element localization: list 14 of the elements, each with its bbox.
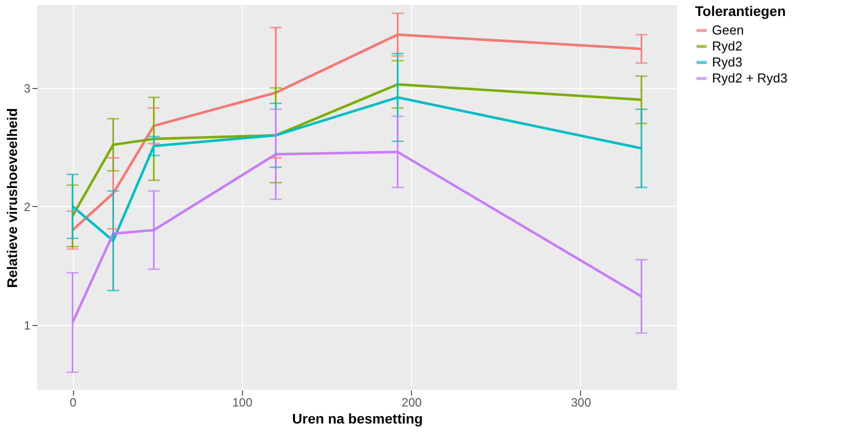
legend-label: Ryd2: [712, 38, 742, 54]
x-tick-label: 300: [570, 396, 592, 410]
y-tick-label: 1: [24, 318, 31, 332]
legend-label: Geen: [712, 22, 744, 38]
legend-label: Ryd2 + Ryd3: [712, 70, 788, 86]
x-tick-label: 0: [70, 396, 77, 410]
y-tick-label: 3: [24, 81, 31, 96]
x-axis-title: Uren na besmetting: [292, 410, 423, 426]
x-tick-label: 200: [402, 396, 422, 410]
y-axis-title: Relatieve virushoeveelheid: [4, 108, 20, 288]
x-tick-label: 100: [232, 396, 253, 410]
legend-label: Ryd3: [712, 54, 742, 70]
y-tick-label: 2: [24, 200, 31, 214]
legend-title: Tolerantiegen: [695, 3, 786, 19]
